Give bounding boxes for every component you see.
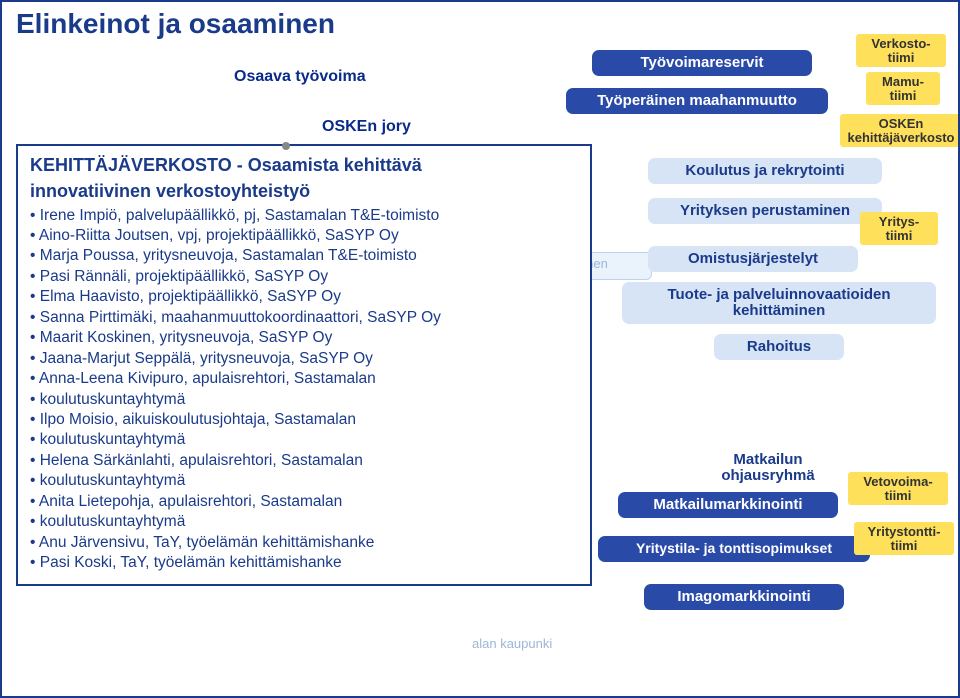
bg-label-kaupunki: alan kaupunki <box>472 636 552 651</box>
panel-title-line2: innovatiivinen verkostoyhteistyö <box>30 180 578 204</box>
chip-omistusjarjestelyt: Omistusjärjestelyt <box>648 246 858 272</box>
label-osken-jory: OSKEn jory <box>322 118 411 136</box>
panel-list-item: koulutuskuntayhtymä <box>30 471 578 491</box>
panel-list-item: Elma Haavisto, projektipäällikkö, SaSYP … <box>30 287 578 307</box>
panel-list-item: Helena Särkänlahti, apulaisrehtori, Sast… <box>30 451 578 471</box>
tag-osken-kehittajaverkosto: OSKEn kehittäjäverkosto <box>840 114 960 147</box>
panel-kehittajaverkosto: KEHITTÄJÄVERKOSTO - Osaamista kehittävä … <box>16 144 592 586</box>
tag-mamu-tiimi: Mamu- tiimi <box>866 72 940 105</box>
panel-list-item: Pasi Koski, TaY, työelämän kehittämishan… <box>30 553 578 573</box>
panel-list-item: koulutuskuntayhtymä <box>30 512 578 532</box>
chip-koulutus-rekrytointi: Koulutus ja rekrytointi <box>648 158 882 184</box>
panel-list-item: Pasi Rännäli, projektipäällikkö, SaSYP O… <box>30 267 578 287</box>
chip-matkailumarkkinointi: Matkailumarkkinointi <box>618 492 838 518</box>
panel-list-item: Anna-Leena Kivipuro, apulaisrehtori, Sas… <box>30 369 578 389</box>
page-title: Elinkeinot ja osaaminen <box>16 8 335 40</box>
panel-member-list: Irene Impiö, palvelupäällikkö, pj, Sasta… <box>30 206 578 574</box>
chip-yrityksen-perustaminen: Yrityksen perustaminen <box>648 198 882 224</box>
tag-vetovoima-tiimi: Vetovoima- tiimi <box>848 472 948 505</box>
panel-list-item: Jaana-Marjut Seppälä, yritysneuvoja, SaS… <box>30 349 578 369</box>
tag-verkosto-tiimi: Verkosto- tiimi <box>856 34 946 67</box>
panel-list-item: Anita Lietepohja, apulaisrehtori, Sastam… <box>30 492 578 512</box>
panel-list-item: Aino-Riitta Joutsen, vpj, projektipäälli… <box>30 226 578 246</box>
panel-list-item: Sanna Pirttimäki, maahanmuuttokoordinaat… <box>30 308 578 328</box>
chip-tyovoimareservit: Työvoimareservit <box>592 50 812 76</box>
chip-yritystila-tonttisopimukset: Yritystila- ja tonttisopimukset <box>598 536 870 562</box>
panel-list-item: koulutuskuntayhtymä <box>30 390 578 410</box>
page-root: Elinkeinot ja osaaminen Yrityspalvelun k… <box>0 0 960 698</box>
tag-yritys-tiimi: Yritys- tiimi <box>860 212 938 245</box>
connector-dot-1 <box>282 142 290 150</box>
chip-tyoperainen-maahanmuutto: Työperäinen maahanmuutto <box>566 88 828 114</box>
chip-tuote-palveluinnovaatiot: Tuote- ja palveluinnovaatioiden kehittäm… <box>622 282 936 324</box>
panel-list-item: Irene Impiö, palvelupäällikkö, pj, Sasta… <box>30 206 578 226</box>
panel-list-item: koulutuskuntayhtymä <box>30 430 578 450</box>
label-matkailun-ohjausryhma: Matkailun ohjausryhmä <box>688 448 848 488</box>
tag-yritystontti-tiimi: Yritystontti- tiimi <box>854 522 954 555</box>
panel-list-item: Anu Järvensivu, TaY, työelämän kehittämi… <box>30 533 578 553</box>
panel-list-item: Ilpo Moisio, aikuiskoulutusjohtaja, Sast… <box>30 410 578 430</box>
panel-title-line1: KEHITTÄJÄVERKOSTO - Osaamista kehittävä <box>30 154 578 178</box>
label-osaava-tyovoima: Osaava työvoima <box>234 68 366 86</box>
chip-imagomarkkinointi: Imagomarkkinointi <box>644 584 844 610</box>
panel-list-item: Maarit Koskinen, yritysneuvoja, SaSYP Oy <box>30 328 578 348</box>
chip-rahoitus: Rahoitus <box>714 334 844 360</box>
panel-list-item: Marja Poussa, yritysneuvoja, Sastamalan … <box>30 246 578 266</box>
